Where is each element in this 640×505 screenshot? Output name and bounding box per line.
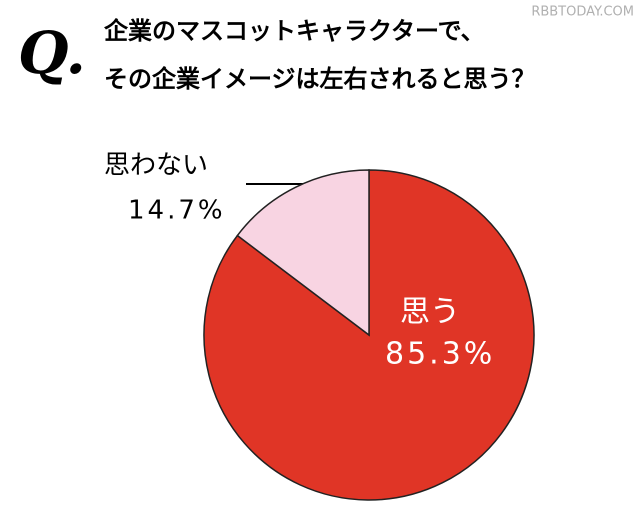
slice-label: 思う <box>400 295 460 330</box>
title-line: その企業イメージは左右されると思う？ <box>104 65 536 93</box>
pie-slice <box>236 169 370 337</box>
watermark: RBBTODAY.COM <box>531 5 634 20</box>
title-line: 企業のマスコットキャラクターで、 <box>104 17 485 45</box>
question-badge: Q. <box>18 19 86 87</box>
pie-slice <box>203 169 535 501</box>
value-label: 14.7% <box>128 196 226 226</box>
slice-label: 思わない <box>104 151 208 181</box>
value-label: 85.3% <box>385 337 495 372</box>
